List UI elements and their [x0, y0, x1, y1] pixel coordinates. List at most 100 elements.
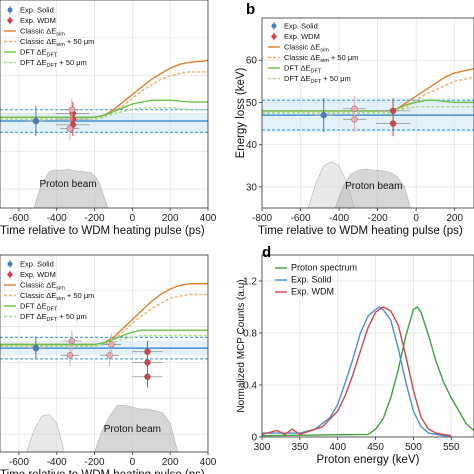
simulation-curve — [0, 71, 208, 120]
x-tick-label: 400 — [200, 457, 217, 468]
legend-entry: Exp. Solid — [20, 6, 54, 15]
x-tick-label: 400 — [200, 213, 217, 224]
x-tick-label: 0 — [130, 213, 136, 224]
legend-entry: Exp. Solid — [20, 260, 54, 269]
legend-entry: Classic ΔEsim + 50 μm — [20, 37, 94, 48]
x-tick-label: -400 — [47, 213, 67, 224]
legend-entry: Classic ΔEsim — [20, 27, 65, 38]
legend-entry: Exp. Solid — [291, 275, 332, 285]
panel-label: d — [262, 244, 271, 261]
series-line-exp-wdm — [262, 306, 452, 437]
plot-area — [0, 0, 208, 208]
x-tick-label: 450 — [367, 442, 384, 453]
proton-beam-label: Proton beam — [345, 181, 402, 192]
x-axis-label: Time relative to WDM heating pulse (ps) — [0, 225, 205, 237]
x-tick-label: -400 — [47, 457, 67, 468]
x-axis-label: Proton energy (keV) — [317, 454, 420, 466]
legend-entry: DFT ΔEDFT + 50 μm — [20, 312, 87, 323]
data-point-wdm-light — [66, 352, 74, 359]
legend-entry: Classic ΔEsim — [20, 281, 65, 292]
legend-entry: Classic ΔEsim — [284, 43, 329, 54]
legend-entry: DFT ΔEDFT — [284, 64, 322, 75]
data-point-wdm-light — [68, 337, 76, 345]
series-line-proton-spectrum — [262, 306, 474, 437]
x-tick-label: 0 — [130, 457, 136, 468]
legend-marker-wdm — [7, 17, 13, 24]
data-point-solid — [32, 117, 40, 125]
legend-entry: Exp. WDM — [20, 270, 56, 279]
series-line-exp-solid — [262, 306, 452, 437]
x-tick-label: 200 — [162, 213, 179, 224]
proton-beam-profile — [26, 414, 65, 452]
plot-area — [0, 255, 208, 452]
y-tick-label: 0 — [251, 433, 257, 444]
x-tick-label: 200 — [446, 213, 463, 224]
y-axis-label: Normalized MCP Counts (a.u) — [236, 279, 247, 412]
simulation-curve — [0, 59, 208, 118]
x-axis-label: Time relative to WDM heating pulse (ps) — [0, 469, 205, 474]
y-tick-label: 40 — [246, 140, 258, 151]
axes-frame — [0, 0, 209, 209]
chart-panel-4: 300 350 400 450 500 550 0 0.4 0.8 1.2 Proton energ… — [236, 244, 474, 466]
y-tick-label: 50 — [246, 98, 258, 109]
legend: Proton spectrum Exp. Solid Exp. WDM — [275, 263, 357, 297]
simulation-curve — [0, 107, 208, 120]
x-tick-label: 0 — [413, 213, 419, 224]
simulation-curve — [0, 293, 208, 347]
legend-marker-solid — [7, 7, 13, 13]
y-axis-label: Energy loss (keV) — [235, 67, 247, 158]
legend-entry: Classic ΔEsim + 50 μm — [20, 291, 94, 302]
uncertainty-band — [0, 113, 208, 133]
data-point-wdm-light — [108, 341, 115, 348]
data-point-wdm-light — [389, 107, 397, 115]
legend-marker-wdm — [271, 33, 277, 40]
data-point-wdm-light — [68, 106, 76, 113]
proton-beam-label: Proton beam — [104, 424, 161, 435]
data-point-wdm-light — [144, 373, 151, 380]
x-tick-label: -400 — [329, 213, 349, 224]
chart-panel-2: Proton beam -800 -600 -400 -200 0 200 30 40 50 60 T… — [235, 1, 474, 237]
x-tick-label: 200 — [162, 457, 179, 468]
legend-marker-solid — [7, 261, 13, 267]
data-point-wdm-light — [144, 348, 151, 355]
plot-area — [262, 18, 474, 208]
legend-entry: DFT ΔEDFT + 50 μm — [20, 58, 87, 69]
simulation-curve — [262, 106, 474, 114]
x-tick-label: 400 — [329, 442, 346, 453]
y-tick-label: 0.8 — [243, 329, 257, 340]
simulation-curve — [0, 329, 208, 346]
y-tick-label: 0.4 — [243, 381, 257, 392]
simulation-curve — [0, 99, 208, 118]
simulation-curve — [0, 334, 208, 347]
legend-entry: DFT ΔEDFT — [20, 48, 58, 59]
x-tick-label: -200 — [85, 213, 105, 224]
legend-entry: Exp. WDM — [284, 32, 320, 41]
plot-area — [262, 255, 474, 437]
legend-entry: Classic ΔEsim + 50 μm — [284, 53, 358, 64]
legend-entry: Exp. WDM — [291, 287, 334, 297]
x-tick-label: -600 — [9, 457, 29, 468]
data-point-solid — [320, 111, 327, 119]
proton-beam-label: Proton beam — [39, 179, 96, 190]
legend-entry: Exp. Solid — [284, 22, 318, 31]
legend-entry: DFT ΔEDFT + 50 μm — [284, 74, 351, 85]
x-tick-label: -600 — [291, 213, 311, 224]
legend-entry: Proton spectrum — [291, 263, 357, 273]
proton-beam-profile — [33, 169, 109, 208]
y-tick-label: 1.2 — [243, 277, 257, 288]
data-point-wdm-light — [66, 125, 74, 132]
legend-entry: Exp. WDM — [20, 16, 56, 25]
x-tick-label: -600 — [9, 213, 29, 224]
axes-frame — [0, 254, 209, 453]
y-tick-label: 60 — [246, 56, 258, 67]
x-tick-label: 300 — [254, 442, 271, 453]
data-point-solid — [32, 344, 40, 352]
x-tick-label: -800 — [252, 213, 272, 224]
legend-entry: DFT ΔEDFT — [20, 302, 58, 313]
